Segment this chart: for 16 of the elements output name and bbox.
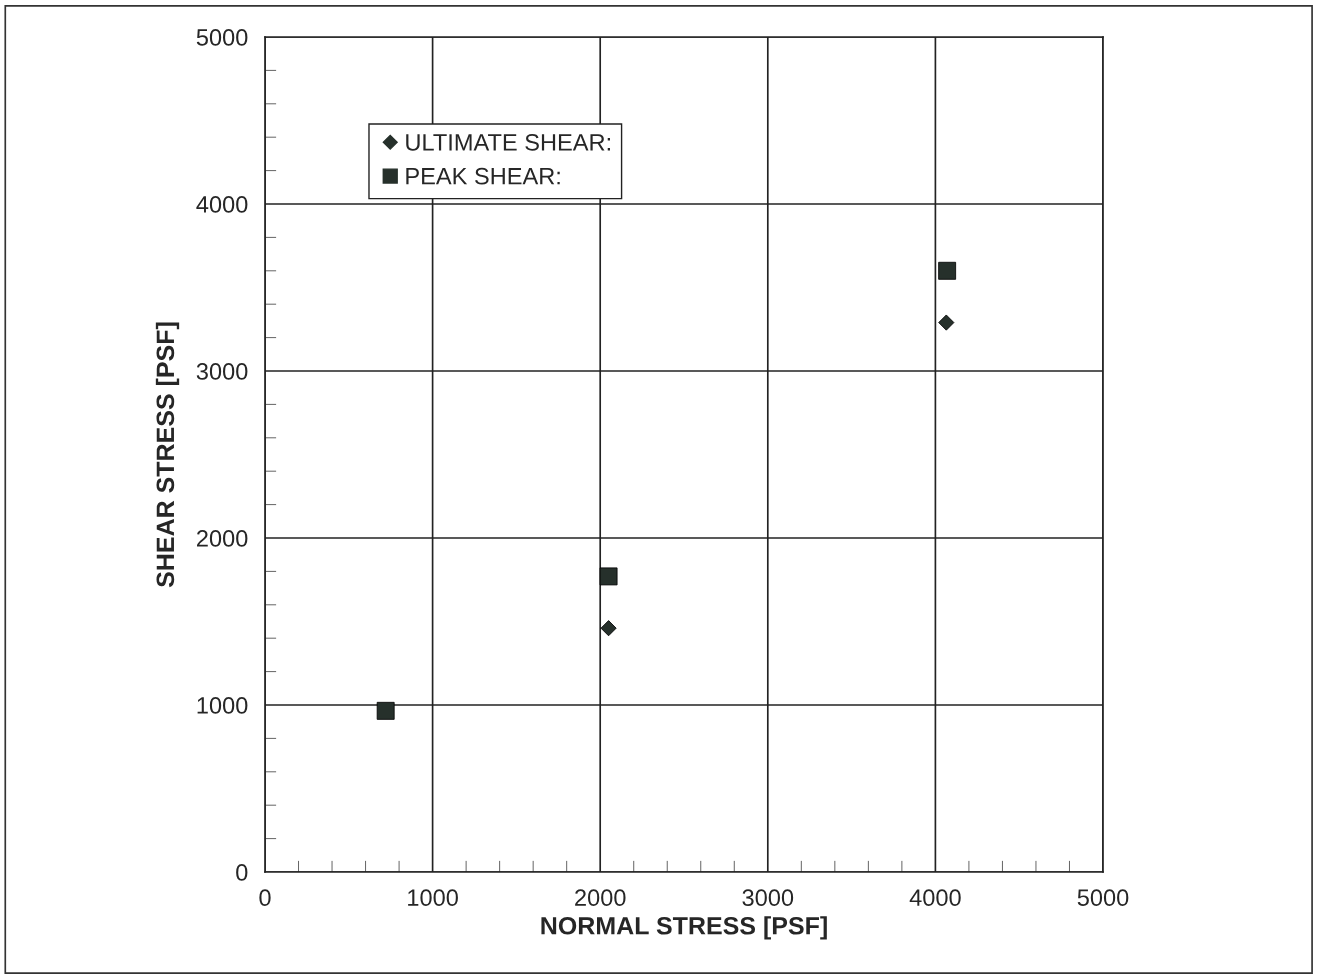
legend-label: PEAK SHEAR: (406, 167, 560, 185)
x-tick-label: 1000 (408, 889, 458, 907)
y-tick-label: 4000 (196, 196, 248, 213)
x-tick-label: 5000 (1077, 889, 1129, 907)
x-tick-label: 3000 (742, 889, 794, 907)
y-tick-label: 1000 (197, 697, 248, 714)
x-axis-title: NORMAL STRESS [PSF] (541, 916, 827, 940)
x-tick-label: 0 (259, 889, 271, 907)
x-tick-label: 2000 (575, 889, 626, 907)
y-tick-label: 5000 (196, 29, 248, 46)
y-tick-label: 3000 (196, 363, 248, 380)
x-tick-label: 4000 (909, 889, 961, 907)
y-tick-label: 2000 (197, 530, 248, 547)
y-tick-label: 0 (236, 864, 248, 881)
legend-label: ULTIMATE SHEAR: (406, 134, 610, 151)
y-axis-title: SHEAR STRESS [PSF] (155, 322, 180, 588)
